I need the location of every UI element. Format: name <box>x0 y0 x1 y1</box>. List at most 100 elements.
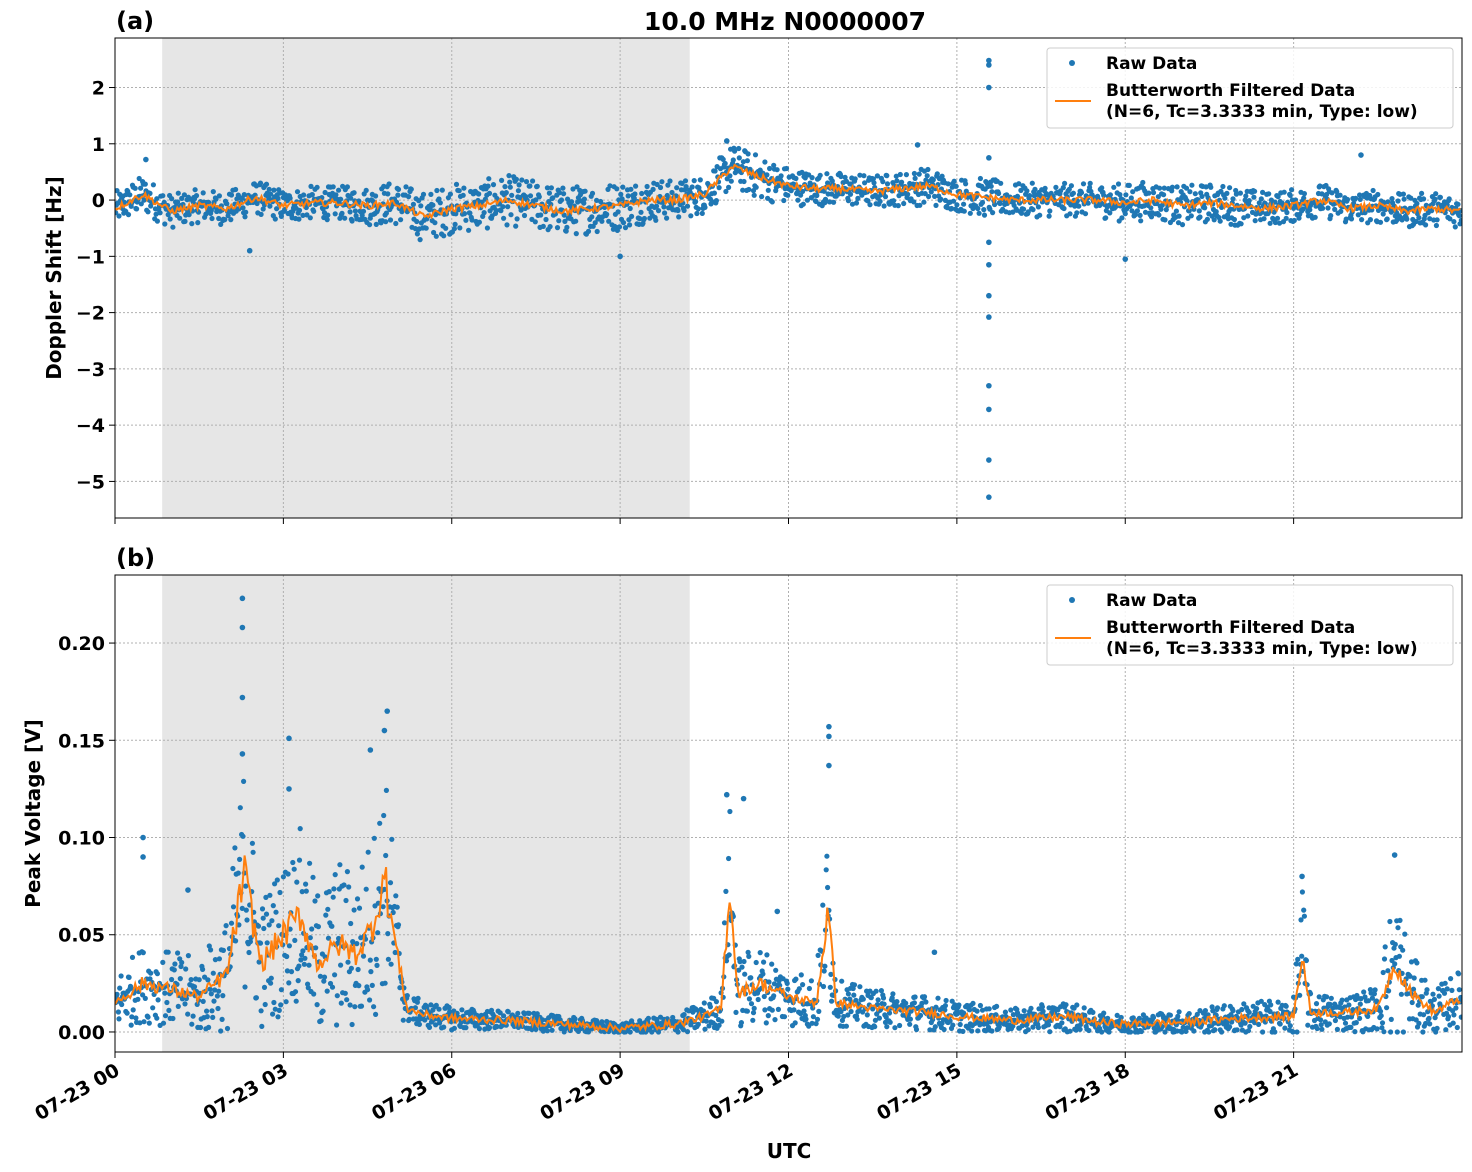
raw-data-point <box>911 170 918 177</box>
raw-data-point <box>1099 1029 1105 1035</box>
raw-data-point <box>907 1016 914 1022</box>
raw-data-point <box>129 954 136 961</box>
raw-data-point <box>675 207 681 214</box>
raw-data-point <box>186 212 192 218</box>
raw-data-point <box>219 1016 225 1023</box>
raw-data-point <box>727 173 733 179</box>
raw-data-point <box>737 959 743 965</box>
raw-data-point <box>827 199 833 205</box>
raw-data-point <box>711 190 718 196</box>
raw-data-point <box>894 178 900 184</box>
raw-data-point <box>153 211 159 217</box>
raw-data-point <box>368 969 374 975</box>
raw-data-point <box>1087 180 1093 186</box>
raw-data-point <box>220 993 226 999</box>
raw-data-point <box>1325 205 1331 211</box>
raw-data-point <box>781 1014 788 1020</box>
raw-data-point <box>843 1023 850 1029</box>
raw-data-point <box>741 178 747 185</box>
raw-data-point <box>841 1013 847 1020</box>
raw-data-point <box>394 904 400 910</box>
raw-data-point <box>263 894 269 901</box>
raw-data-point <box>802 175 808 181</box>
raw-data-point <box>270 1011 276 1017</box>
raw-data-point <box>225 213 231 219</box>
y-tick-label: 1 <box>92 134 105 156</box>
raw-data-point <box>1142 209 1149 215</box>
raw-data-point <box>423 225 429 231</box>
raw-data-point <box>336 187 342 193</box>
raw-data-point <box>777 982 783 989</box>
raw-data-point <box>365 987 371 993</box>
raw-data-point <box>831 199 837 205</box>
raw-data-point <box>210 1014 216 1021</box>
raw-data-point <box>321 974 328 980</box>
raw-data-point <box>1077 1026 1083 1032</box>
raw-data-point <box>825 884 831 891</box>
raw-data-point <box>923 999 929 1005</box>
raw-data-point <box>321 978 327 984</box>
raw-data-point <box>913 1026 920 1033</box>
data-layer <box>115 595 1462 1035</box>
raw-data-point <box>373 1011 379 1018</box>
raw-data-point <box>695 206 701 212</box>
raw-data-point <box>195 209 202 215</box>
raw-data-point <box>237 856 243 863</box>
raw-data-point <box>838 1009 844 1015</box>
raw-data-point <box>1106 1029 1112 1035</box>
raw-data-point <box>1290 1029 1296 1035</box>
raw-data-point <box>129 1014 135 1020</box>
filtered-line <box>115 855 1461 1034</box>
raw-data-point <box>241 192 247 198</box>
raw-data-point <box>893 173 899 179</box>
raw-data-point <box>1206 1029 1212 1035</box>
raw-data-point <box>882 194 889 200</box>
raw-data-point <box>481 210 487 216</box>
raw-data-point <box>990 210 996 216</box>
raw-data-point <box>141 1019 147 1025</box>
raw-data-point <box>263 911 270 917</box>
raw-data-point <box>769 961 775 967</box>
panel-label: (a) <box>116 7 154 35</box>
raw-data-point <box>793 976 799 982</box>
raw-data-point <box>1394 1029 1400 1035</box>
x-tick-label: 07-23 18 <box>1041 1059 1133 1125</box>
raw-data-point <box>572 1016 578 1022</box>
raw-data-point <box>267 892 273 898</box>
raw-data-point <box>360 953 367 959</box>
raw-data-point <box>233 186 239 193</box>
raw-data-point <box>1111 184 1117 190</box>
raw-data-point <box>183 966 189 972</box>
raw-data-point <box>486 190 493 196</box>
raw-data-point <box>998 180 1004 186</box>
raw-data-point <box>385 956 391 962</box>
raw-data-point <box>141 197 147 203</box>
raw-data-point <box>1301 907 1307 913</box>
raw-data-point <box>776 978 782 984</box>
raw-data-point <box>352 208 358 214</box>
raw-data-point <box>880 179 886 185</box>
legend-raw-label: Raw Data <box>1106 54 1197 74</box>
raw-data-point <box>305 985 311 991</box>
raw-data-point <box>1362 210 1368 216</box>
raw-data-point <box>748 1001 755 1007</box>
raw-data-point <box>774 167 780 173</box>
raw-data-point <box>1299 953 1305 959</box>
raw-data-point <box>533 1026 539 1032</box>
raw-data-point <box>243 209 249 215</box>
raw-data-point <box>414 218 420 225</box>
raw-data-point <box>594 197 600 203</box>
raw-data-point <box>296 207 303 213</box>
raw-data-point <box>745 949 751 955</box>
raw-data-point <box>664 215 670 221</box>
raw-data-point <box>484 225 490 231</box>
raw-data-point <box>326 889 332 895</box>
raw-data-point <box>728 178 734 184</box>
raw-data-point <box>561 212 567 218</box>
raw-data-point <box>1187 189 1193 195</box>
raw-data-point <box>352 1004 358 1010</box>
raw-data-point <box>1260 189 1266 195</box>
raw-data-point <box>400 1017 406 1023</box>
raw-data-point <box>1138 218 1144 224</box>
raw-data-point <box>315 924 321 930</box>
